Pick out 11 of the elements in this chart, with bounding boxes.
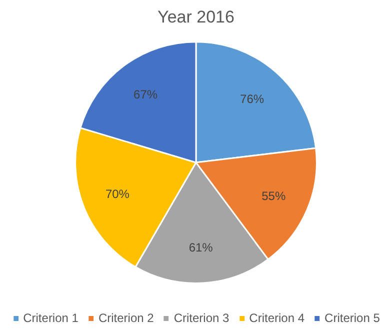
data-label: 67%: [134, 87, 158, 102]
legend-label: Criterion 1: [23, 311, 78, 325]
legend-label: Criterion 2: [98, 311, 154, 325]
data-label: 70%: [105, 186, 130, 201]
legend-label: Criterion 4: [249, 311, 305, 325]
legend-label: Criterion 5: [324, 311, 380, 325]
chart-title: Year 2016: [158, 8, 234, 26]
legend-label: Criterion 3: [174, 311, 230, 325]
data-label: 61%: [188, 240, 214, 254]
data-label: 76%: [240, 92, 264, 106]
data-label: 55%: [262, 189, 286, 204]
